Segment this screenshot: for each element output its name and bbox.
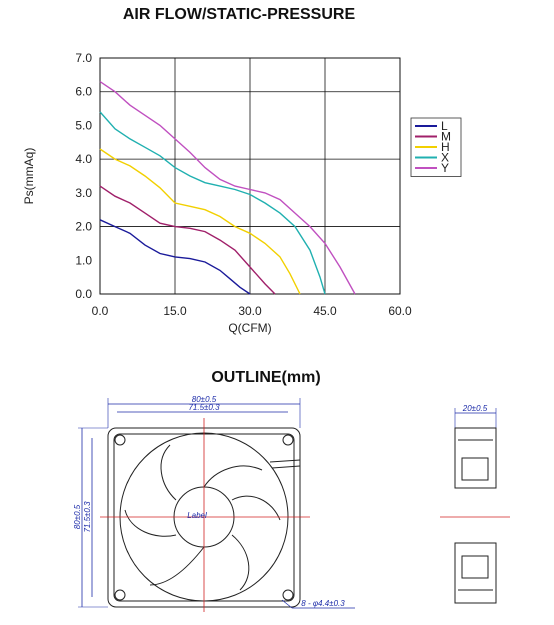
label-area: Label bbox=[187, 511, 207, 520]
series-line-X bbox=[99, 111, 326, 295]
dim-depth: 20±0.5 bbox=[462, 404, 488, 413]
series-line-M bbox=[99, 185, 276, 295]
series-lines bbox=[99, 81, 356, 295]
x-tick-label: 30.0 bbox=[238, 304, 262, 318]
series-line-Y bbox=[99, 81, 356, 295]
outline-title: OUTLINE(mm) bbox=[211, 369, 320, 386]
y-tick-label: 4.0 bbox=[75, 152, 92, 166]
y-tick-label: 0.0 bbox=[75, 287, 92, 301]
legend-label-X: X bbox=[441, 151, 449, 165]
x-tick-label: 45.0 bbox=[313, 304, 337, 318]
y-tick-label: 5.0 bbox=[75, 118, 92, 132]
legend-label-Y: Y bbox=[441, 161, 449, 175]
dim-hole-pitch: 71.5±0.3 bbox=[188, 403, 220, 412]
grid bbox=[100, 58, 400, 294]
fan-side-view bbox=[440, 408, 510, 604]
y-tick-label: 3.0 bbox=[75, 186, 92, 200]
chart-title: AIR FLOW/STATIC-PRESSURE bbox=[123, 6, 356, 23]
legend-box bbox=[410, 117, 462, 177]
y-axis-ticks: 0.0 1.0 2.0 3.0 4.0 5.0 6.0 7.0 bbox=[75, 51, 92, 301]
y-axis-label: Ps(mmAq) bbox=[22, 148, 36, 205]
dim-hole-pitch-v: 71.5±0.3 bbox=[83, 501, 92, 533]
legend-label-M: M bbox=[441, 130, 451, 144]
x-tick-label: 60.0 bbox=[388, 304, 412, 318]
y-tick-label: 2.0 bbox=[75, 220, 92, 234]
dim-hole-spec: 8 - φ4.4±0.3 bbox=[301, 599, 345, 608]
legend-label-L: L bbox=[441, 119, 448, 133]
series-line-L bbox=[99, 219, 251, 295]
legend-label-H: H bbox=[441, 140, 450, 154]
series-line-H bbox=[99, 148, 301, 295]
x-tick-label: 15.0 bbox=[163, 304, 187, 318]
fan-front-view bbox=[78, 398, 355, 612]
y-tick-label: 1.0 bbox=[75, 253, 92, 267]
x-axis-label: Q(CFM) bbox=[228, 321, 271, 335]
y-tick-label: 7.0 bbox=[75, 51, 92, 65]
y-tick-label: 6.0 bbox=[75, 85, 92, 99]
x-axis-ticks: 0.0 15.0 30.0 45.0 60.0 bbox=[92, 304, 412, 318]
dim-outer-width: 80±0.5 bbox=[192, 395, 217, 404]
dim-outer-height: 80±0.5 bbox=[73, 504, 82, 529]
x-tick-label: 0.0 bbox=[92, 304, 109, 318]
